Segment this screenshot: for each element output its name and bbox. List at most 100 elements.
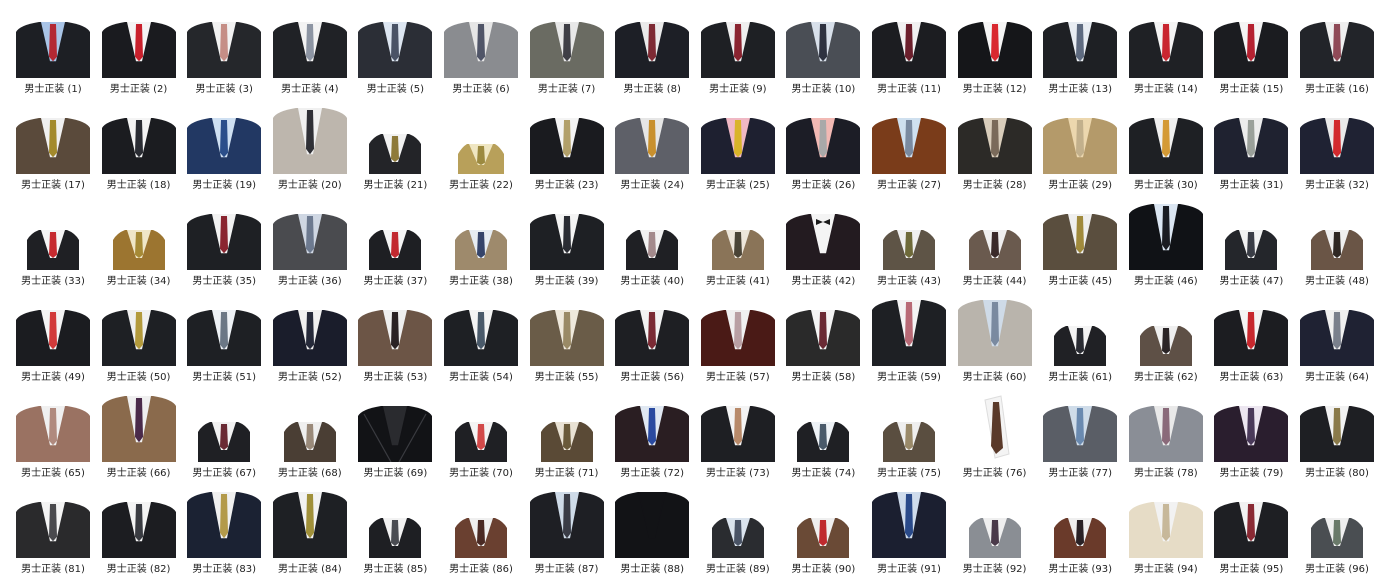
file-thumbnail-item[interactable]: 男士正装 (93) xyxy=(1037,488,1123,580)
file-thumbnail-item[interactable]: 男士正装 (89) xyxy=(695,488,781,580)
file-thumbnail-item[interactable]: 男士正装 (80) xyxy=(1294,392,1380,484)
file-thumbnail-item[interactable]: 男士正装 (67) xyxy=(181,392,267,484)
file-thumbnail-item[interactable]: 男士正装 (13) xyxy=(1037,8,1123,100)
file-thumbnail-item[interactable]: 男士正装 (60) xyxy=(952,296,1038,388)
file-thumbnail-item[interactable]: 男士正装 (50) xyxy=(96,296,182,388)
file-thumbnail-item[interactable]: 男士正装 (27) xyxy=(866,104,952,196)
file-thumbnail-item[interactable]: 男士正装 (28) xyxy=(952,104,1038,196)
suit-thumbnail-image xyxy=(1037,488,1123,558)
file-thumbnail-item[interactable]: 男士正装 (70) xyxy=(438,392,524,484)
file-thumbnail-item[interactable]: 男士正装 (30) xyxy=(1123,104,1209,196)
file-thumbnail-item[interactable]: 男士正装 (42) xyxy=(780,200,866,292)
file-thumbnail-item[interactable]: 男士正装 (9) xyxy=(695,8,781,100)
file-thumbnail-item[interactable]: 男士正装 (48) xyxy=(1294,200,1380,292)
file-thumbnail-item[interactable]: 男士正装 (31) xyxy=(1208,104,1294,196)
file-thumbnail-item[interactable]: 男士正装 (95) xyxy=(1208,488,1294,580)
file-thumbnail-item[interactable]: 男士正装 (15) xyxy=(1208,8,1294,100)
file-thumbnail-item[interactable]: 男士正装 (68) xyxy=(267,392,353,484)
file-thumbnail-item[interactable]: 男士正装 (47) xyxy=(1208,200,1294,292)
file-thumbnail-item[interactable]: 男士正装 (62) xyxy=(1123,296,1209,388)
file-thumbnail-item[interactable]: 男士正装 (83) xyxy=(181,488,267,580)
file-thumbnail-item[interactable]: 男士正装 (82) xyxy=(96,488,182,580)
file-thumbnail-item[interactable]: 男士正装 (1) xyxy=(10,8,96,100)
file-thumbnail-item[interactable]: 男士正装 (75) xyxy=(866,392,952,484)
file-thumbnail-item[interactable]: 男士正装 (63) xyxy=(1208,296,1294,388)
file-thumbnail-item[interactable]: 男士正装 (96) xyxy=(1294,488,1380,580)
file-thumbnail-item[interactable]: 男士正装 (11) xyxy=(866,8,952,100)
file-thumbnail-item[interactable]: 男士正装 (86) xyxy=(438,488,524,580)
file-thumbnail-item[interactable]: 男士正装 (59) xyxy=(866,296,952,388)
file-thumbnail-item[interactable]: 男士正装 (51) xyxy=(181,296,267,388)
file-thumbnail-item[interactable]: 男士正装 (32) xyxy=(1294,104,1380,196)
file-thumbnail-item[interactable]: 男士正装 (17) xyxy=(10,104,96,196)
file-thumbnail-item[interactable]: 男士正装 (58) xyxy=(780,296,866,388)
file-thumbnail-item[interactable]: 男士正装 (21) xyxy=(352,104,438,196)
file-thumbnail-item[interactable]: 男士正装 (88) xyxy=(609,488,695,580)
file-thumbnail-item[interactable]: 男士正装 (10) xyxy=(780,8,866,100)
file-thumbnail-item[interactable]: 男士正装 (46) xyxy=(1123,200,1209,292)
file-thumbnail-item[interactable]: 男士正装 (72) xyxy=(609,392,695,484)
file-thumbnail-item[interactable]: 男士正装 (69) xyxy=(352,392,438,484)
file-thumbnail-item[interactable]: 男士正装 (29) xyxy=(1037,104,1123,196)
file-thumbnail-item[interactable]: 男士正装 (37) xyxy=(352,200,438,292)
file-thumbnail-item[interactable]: 男士正装 (57) xyxy=(695,296,781,388)
file-thumbnail-item[interactable]: 男士正装 (25) xyxy=(695,104,781,196)
file-thumbnail-item[interactable]: 男士正装 (6) xyxy=(438,8,524,100)
file-thumbnail-item[interactable]: 男士正装 (81) xyxy=(10,488,96,580)
file-thumbnail-item[interactable]: 男士正装 (44) xyxy=(952,200,1038,292)
file-thumbnail-item[interactable]: 男士正装 (19) xyxy=(181,104,267,196)
file-thumbnail-item[interactable]: 男士正装 (54) xyxy=(438,296,524,388)
suit-thumbnail-image xyxy=(181,488,267,558)
file-thumbnail-item[interactable]: 男士正装 (77) xyxy=(1037,392,1123,484)
file-thumbnail-item[interactable]: 男士正装 (55) xyxy=(524,296,610,388)
file-thumbnail-item[interactable]: 男士正装 (84) xyxy=(267,488,353,580)
file-thumbnail-item[interactable]: 男士正装 (12) xyxy=(952,8,1038,100)
file-thumbnail-item[interactable]: 男士正装 (91) xyxy=(866,488,952,580)
suit-thumbnail-image xyxy=(352,296,438,366)
file-thumbnail-item[interactable]: 男士正装 (45) xyxy=(1037,200,1123,292)
file-thumbnail-item[interactable]: 男士正装 (34) xyxy=(96,200,182,292)
file-thumbnail-item[interactable]: 男士正装 (24) xyxy=(609,104,695,196)
file-thumbnail-item[interactable]: 男士正装 (85) xyxy=(352,488,438,580)
file-thumbnail-item[interactable]: 男士正装 (79) xyxy=(1208,392,1294,484)
file-thumbnail-item[interactable]: 男士正装 (4) xyxy=(267,8,353,100)
file-thumbnail-item[interactable]: 男士正装 (64) xyxy=(1294,296,1380,388)
file-thumbnail-item[interactable]: 男士正装 (33) xyxy=(10,200,96,292)
file-thumbnail-item[interactable]: 男士正装 (65) xyxy=(10,392,96,484)
file-thumbnail-item[interactable]: 男士正装 (35) xyxy=(181,200,267,292)
file-thumbnail-item[interactable]: 男士正装 (8) xyxy=(609,8,695,100)
file-thumbnail-item[interactable]: 男士正装 (56) xyxy=(609,296,695,388)
file-thumbnail-item[interactable]: 男士正装 (26) xyxy=(780,104,866,196)
file-thumbnail-item[interactable]: 男士正装 (43) xyxy=(866,200,952,292)
file-thumbnail-item[interactable]: 男士正装 (90) xyxy=(780,488,866,580)
file-thumbnail-item[interactable]: 男士正装 (92) xyxy=(952,488,1038,580)
suit-thumbnail-image xyxy=(1294,8,1380,78)
file-thumbnail-item[interactable]: 男士正装 (74) xyxy=(780,392,866,484)
file-thumbnail-item[interactable]: 男士正装 (94) xyxy=(1123,488,1209,580)
file-thumbnail-item[interactable]: 男士正装 (7) xyxy=(524,8,610,100)
file-thumbnail-item[interactable]: 男士正装 (76) xyxy=(952,392,1038,484)
file-thumbnail-item[interactable]: 男士正装 (40) xyxy=(609,200,695,292)
file-thumbnail-item[interactable]: 男士正装 (53) xyxy=(352,296,438,388)
file-thumbnail-item[interactable]: 男士正装 (87) xyxy=(524,488,610,580)
file-thumbnail-item[interactable]: 男士正装 (2) xyxy=(96,8,182,100)
file-thumbnail-item[interactable]: 男士正装 (73) xyxy=(695,392,781,484)
file-thumbnail-item[interactable]: 男士正装 (66) xyxy=(96,392,182,484)
file-thumbnail-item[interactable]: 男士正装 (5) xyxy=(352,8,438,100)
file-thumbnail-item[interactable]: 男士正装 (61) xyxy=(1037,296,1123,388)
file-thumbnail-item[interactable]: 男士正装 (22) xyxy=(438,104,524,196)
file-thumbnail-item[interactable]: 男士正装 (52) xyxy=(267,296,353,388)
file-thumbnail-item[interactable]: 男士正装 (16) xyxy=(1294,8,1380,100)
file-thumbnail-item[interactable]: 男士正装 (78) xyxy=(1123,392,1209,484)
file-thumbnail-item[interactable]: 男士正装 (18) xyxy=(96,104,182,196)
file-thumbnail-item[interactable]: 男士正装 (36) xyxy=(267,200,353,292)
file-thumbnail-item[interactable]: 男士正装 (23) xyxy=(524,104,610,196)
file-thumbnail-item[interactable]: 男士正装 (49) xyxy=(10,296,96,388)
file-thumbnail-item[interactable]: 男士正装 (3) xyxy=(181,8,267,100)
file-thumbnail-item[interactable]: 男士正装 (39) xyxy=(524,200,610,292)
file-thumbnail-item[interactable]: 男士正装 (14) xyxy=(1123,8,1209,100)
file-thumbnail-item[interactable]: 男士正装 (38) xyxy=(438,200,524,292)
file-thumbnail-item[interactable]: 男士正装 (41) xyxy=(695,200,781,292)
file-thumbnail-item[interactable]: 男士正装 (20) xyxy=(267,104,353,196)
file-thumbnail-item[interactable]: 男士正装 (71) xyxy=(524,392,610,484)
